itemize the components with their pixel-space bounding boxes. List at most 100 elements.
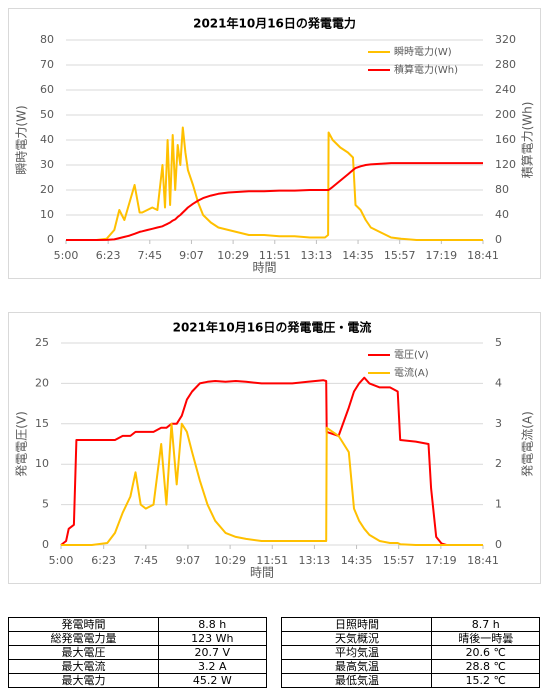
data-line <box>66 162 483 241</box>
x-tick-label: 18:41 <box>467 249 499 262</box>
x-tick-label: 9:07 <box>179 249 204 262</box>
table-label: 最高気温 <box>281 659 433 674</box>
table-row: 最大電圧 20.7 V 平均気温 20.6 ℃ <box>7 645 540 660</box>
y2-axis-label: 発電電流(A) <box>521 411 535 477</box>
table-value: 123 Wh <box>158 631 267 646</box>
x-tick-label: 13:13 <box>299 554 331 567</box>
table-label: 最大電圧 <box>7 645 160 660</box>
x-tick-label: 11:51 <box>259 249 291 262</box>
x-tick-label: 15:57 <box>384 249 416 262</box>
table-value: 28.8 ℃ <box>431 659 540 674</box>
spacer <box>265 673 283 688</box>
y2-tick-label: 1 <box>495 498 502 511</box>
y2-tick-label: 80 <box>495 183 509 196</box>
table-value: 20.7 V <box>158 645 267 660</box>
y-tick-label: 10 <box>40 208 54 221</box>
y2-axis-label: 積算電力(Wh) <box>520 102 535 179</box>
y-tick-label: 5 <box>42 498 49 511</box>
x-tick-label: 5:00 <box>49 554 74 567</box>
y-tick-label: 70 <box>40 58 54 71</box>
x-tick-label: 18:41 <box>467 554 499 567</box>
table-value: 晴後一時曇 <box>431 631 540 646</box>
table-label: 総発電電力量 <box>7 631 160 646</box>
spacer <box>265 659 283 674</box>
x-tick-label: 17:19 <box>425 554 457 567</box>
y2-tick-label: 5 <box>495 336 502 349</box>
data-line <box>60 376 483 546</box>
data-line <box>66 126 483 241</box>
y2-tick-label: 0 <box>495 538 502 551</box>
summary-table: 発電時間 8.8 h 日照時間 8.7 h 総発電電力量 123 Wh 天気概況 晴後一時曇最… <box>7 617 540 688</box>
chart-title: 2021年10月16日の発電電圧・電流 <box>173 320 372 335</box>
table-label: 最大電流 <box>7 659 160 674</box>
y2-tick-label: 3 <box>495 417 502 430</box>
x-axis-label: 時間 <box>250 566 274 580</box>
legend-label: 瞬時電力(W) <box>394 45 452 58</box>
x-tick-label: 7:45 <box>137 249 162 262</box>
y2-tick-label: 40 <box>495 208 509 221</box>
y-tick-label: 10 <box>35 457 49 470</box>
spacer <box>265 645 283 660</box>
y-tick-label: 0 <box>42 538 49 551</box>
table-label: 天気概況 <box>281 631 433 646</box>
y2-tick-label: 4 <box>495 376 502 389</box>
chart-frame <box>8 8 541 279</box>
y-tick-label: 80 <box>40 33 54 46</box>
table-value: 20.6 ℃ <box>431 645 540 660</box>
y2-tick-label: 280 <box>495 58 516 71</box>
x-tick-label: 5:00 <box>54 249 79 262</box>
table-label: 平均気温 <box>281 645 433 660</box>
table-value: 8.7 h <box>431 617 540 632</box>
x-tick-label: 15:57 <box>383 554 415 567</box>
charts: 2021年10月16日の発電電力010203040506070800408012… <box>8 8 541 584</box>
table-row: 最大電力 45.2 W 最低気温 15.2 ℃ <box>7 673 540 688</box>
y-tick-label: 15 <box>35 417 49 430</box>
x-tick-label: 6:23 <box>91 554 116 567</box>
x-tick-label: 11:51 <box>256 554 288 567</box>
x-tick-label: 10:29 <box>217 249 249 262</box>
chart-frame <box>8 312 541 584</box>
y-tick-label: 0 <box>47 233 54 246</box>
y-tick-label: 25 <box>35 336 49 349</box>
legend-label: 積算電力(Wh) <box>394 63 458 76</box>
x-tick-label: 17:19 <box>425 249 457 262</box>
chart-title: 2021年10月16日の発電電力 <box>193 16 356 31</box>
table-value: 45.2 W <box>158 673 267 688</box>
x-tick-label: 9:07 <box>176 554 201 567</box>
y-tick-label: 50 <box>40 108 54 121</box>
legend-label: 電流(A) <box>394 366 429 379</box>
y-tick-label: 20 <box>40 183 54 196</box>
table-row: 最大電流 3.2 A 最高気温 28.8 ℃ <box>7 659 540 674</box>
y-tick-label: 40 <box>40 133 54 146</box>
table-label: 発電時間 <box>7 617 160 632</box>
x-tick-label: 7:45 <box>133 554 158 567</box>
y-tick-label: 20 <box>35 376 49 389</box>
y-tick-label: 30 <box>40 158 54 171</box>
table-label: 日照時間 <box>281 617 433 632</box>
data-line <box>61 422 483 546</box>
table-value: 8.8 h <box>158 617 267 632</box>
x-tick-label: 6:23 <box>96 249 121 262</box>
y-tick-label: 60 <box>40 83 54 96</box>
y2-tick-label: 120 <box>495 158 516 171</box>
table-row: 総発電電力量 123 Wh 天気概況 晴後一時曇 <box>7 631 540 646</box>
x-axis-label: 時間 <box>252 261 276 275</box>
table-row: 発電時間 8.8 h 日照時間 8.7 h <box>7 617 540 632</box>
table-value: 3.2 A <box>158 659 267 674</box>
y2-tick-label: 2 <box>495 457 502 470</box>
spacer <box>265 631 283 646</box>
x-tick-label: 14:35 <box>342 249 374 262</box>
x-tick-label: 13:13 <box>301 249 333 262</box>
y2-tick-label: 0 <box>495 233 502 246</box>
y-axis-label: 瞬時電力(W) <box>15 105 29 174</box>
legend-label: 電圧(V) <box>394 349 429 361</box>
y2-tick-label: 160 <box>495 133 516 146</box>
spacer <box>265 617 283 632</box>
y-axis-label: 発電電圧(V) <box>15 411 29 477</box>
table-value: 15.2 ℃ <box>431 673 540 688</box>
x-tick-label: 14:35 <box>341 554 373 567</box>
y2-tick-label: 240 <box>495 83 516 96</box>
y2-tick-label: 200 <box>495 108 516 121</box>
x-tick-label: 10:29 <box>214 554 246 567</box>
